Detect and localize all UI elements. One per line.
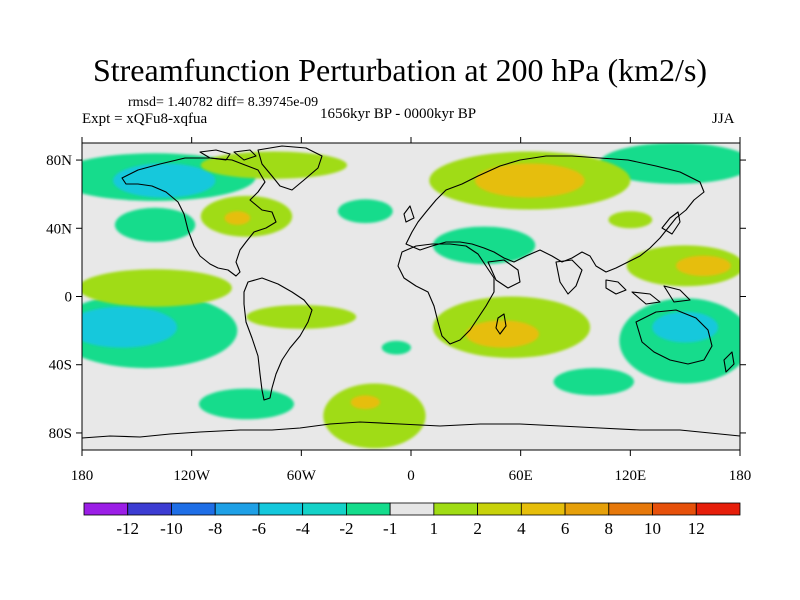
colorbar-swatch-11 <box>564 502 610 516</box>
contour-region-6 <box>381 340 411 355</box>
coast-se-asia-islands <box>605 279 691 305</box>
contour-region-2 <box>114 207 196 242</box>
coastline-layer <box>82 145 740 439</box>
colorbar-swatch-3 <box>214 502 260 516</box>
coast-australia <box>635 309 713 365</box>
period-label: 1656kyr BP - 0000kyr BP <box>320 106 477 122</box>
colorbar-label-5: -2 <box>339 519 353 538</box>
contour-region-21 <box>474 163 585 198</box>
colorbar-swatch-2 <box>171 502 216 516</box>
colorbar-swatch-8 <box>433 502 479 516</box>
colorbar-label-13: 12 <box>688 519 705 538</box>
y-tick-label-2: 0 <box>65 290 73 306</box>
contour-region-13 <box>82 269 232 307</box>
y-tick-label-1: 40N <box>46 221 72 237</box>
colorbar-swatch-10 <box>520 502 566 516</box>
colorbar-label-9: 4 <box>517 519 526 538</box>
colorbar: -12 -10 -8 -6 -4 -2 -1 1 2 4 6 8 10 12 <box>83 502 741 538</box>
x-axis: 180 120W 60W 0 60E 120E 180 <box>71 137 752 484</box>
contour-region-25 <box>676 255 731 277</box>
colorbar-label-8: 2 <box>473 519 482 538</box>
coast-britain <box>403 205 415 223</box>
colorbar-swatch-5 <box>302 502 347 516</box>
coast-greenland <box>257 145 323 191</box>
colorbar-label-11: 8 <box>605 519 614 538</box>
colorbar-label-12: 10 <box>644 519 661 538</box>
colorbar-swatch-4 <box>258 502 304 516</box>
colorbar-swatch-14 <box>695 502 741 516</box>
x-tick-label-4: 60E <box>509 468 533 484</box>
x-tick-label-2: 60W <box>287 468 317 484</box>
contour-region-1 <box>113 163 216 198</box>
coast-north-america <box>121 157 277 277</box>
contour-region-4 <box>82 306 178 348</box>
contour-region-10 <box>652 311 719 343</box>
colorbar-label-4: -4 <box>296 519 311 538</box>
coast-south-america <box>243 277 313 401</box>
colorbar-swatch-0 <box>83 502 129 516</box>
x-tick-label-0: 180 <box>71 468 94 484</box>
coast-india <box>555 259 583 295</box>
coast-arabia <box>487 259 521 289</box>
colorbar-swatch-12 <box>608 502 653 516</box>
contour-region-18 <box>323 383 426 449</box>
y-tick-label-0: 80N <box>46 153 72 169</box>
stats-text: rmsd= 1.40782 diff= 8.39745e-09 <box>128 95 319 110</box>
y-axis: 80N 40N 0 40S 80S <box>46 153 746 442</box>
colorbar-label-10: 6 <box>561 519 570 538</box>
coast-japan <box>661 211 681 235</box>
colorbar-label-7: 1 <box>430 519 439 538</box>
x-tick-label-1: 120W <box>173 468 211 484</box>
contour-region-26 <box>608 211 653 229</box>
contour-region-16 <box>200 151 348 179</box>
chart-title: Streamfunction Perturbation at 200 hPa (… <box>92 52 708 88</box>
coast-arctic-islands <box>199 149 257 161</box>
coast-africa <box>397 243 495 345</box>
coast-antarctica <box>82 421 740 439</box>
contour-region-17 <box>246 305 357 329</box>
colorbar-label-3: -6 <box>252 519 266 538</box>
contour-region-8 <box>599 143 740 184</box>
y-tick-label-4: 80S <box>49 426 72 442</box>
colorbar-label-0: -12 <box>116 519 139 538</box>
colorbar-label-2: -8 <box>208 519 222 538</box>
x-tick-label-6: 180 <box>729 468 752 484</box>
coast-madagascar <box>495 313 507 335</box>
contour-region-7 <box>432 226 536 265</box>
colorbar-swatch-13 <box>652 502 697 516</box>
colorbar-swatch-6 <box>345 502 391 516</box>
colorbar-label-1: -10 <box>160 519 183 538</box>
y-tick-label-3: 40S <box>49 358 72 374</box>
coast-new-zealand <box>723 351 735 373</box>
contour-fill-layer <box>82 143 740 449</box>
contour-region-5 <box>337 199 393 224</box>
x-tick-label-3: 0 <box>407 468 415 484</box>
colorbar-swatch-9 <box>477 502 522 516</box>
x-tick-label-5: 120E <box>614 468 646 484</box>
season-label: JJA <box>712 111 735 127</box>
experiment-label: Expt = xQFu8-xqfua <box>82 111 208 127</box>
colorbar-swatch-1 <box>127 502 172 516</box>
coast-europe-asia <box>405 155 705 273</box>
contour-region-15 <box>224 211 251 225</box>
colorbar-label-6: -1 <box>383 519 397 538</box>
contour-region-19 <box>350 395 380 410</box>
contour-region-12 <box>198 388 295 420</box>
colorbar-swatch-7 <box>389 502 435 516</box>
contour-region-23 <box>465 320 539 348</box>
contour-region-11 <box>553 368 634 396</box>
